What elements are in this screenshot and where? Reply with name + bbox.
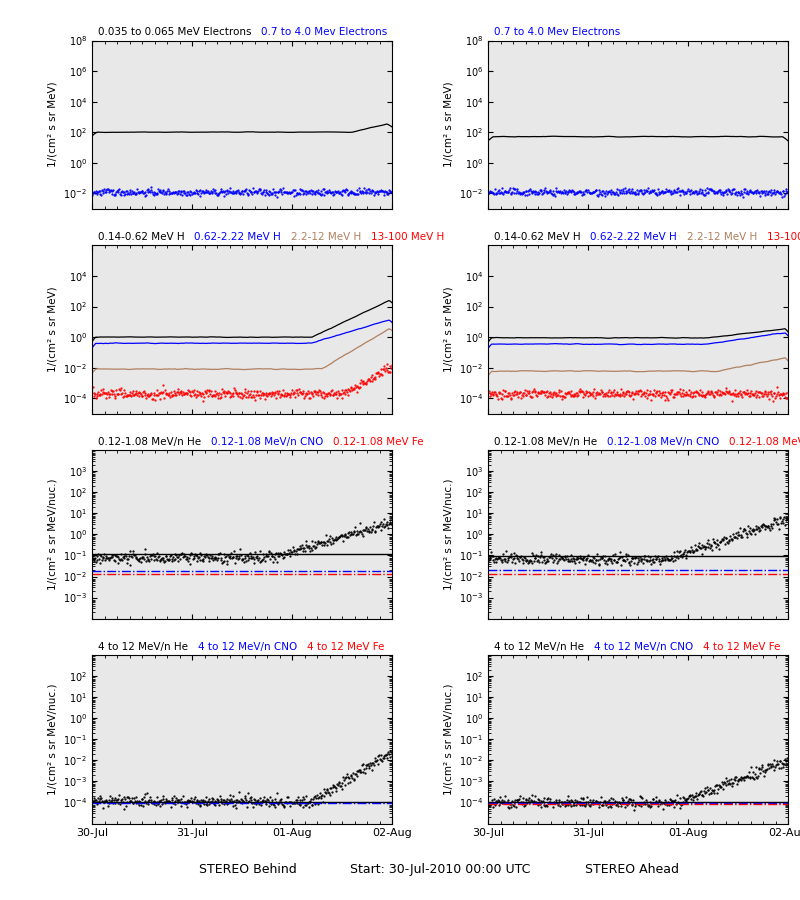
Y-axis label: 1/(cm² s sr MeV/nuc.): 1/(cm² s sr MeV/nuc.) [47,479,58,590]
Text: 2.2-12 MeV H: 2.2-12 MeV H [687,232,767,242]
Text: 0.12-1.08 MeV/n He: 0.12-1.08 MeV/n He [98,437,211,447]
Text: 0.7 to 4.0 Mev Electrons: 0.7 to 4.0 Mev Electrons [262,27,387,37]
Y-axis label: 1/(cm² s sr MeV): 1/(cm² s sr MeV) [47,287,58,373]
Text: 4 to 12 MeV/n He: 4 to 12 MeV/n He [98,642,198,652]
Y-axis label: 1/(cm² s sr MeV/nuc.): 1/(cm² s sr MeV/nuc.) [443,684,454,796]
Text: STEREO Behind: STEREO Behind [199,863,297,876]
Y-axis label: 1/(cm² s sr MeV): 1/(cm² s sr MeV) [443,287,454,373]
Text: 0.12-1.08 MeV/n He: 0.12-1.08 MeV/n He [494,437,607,447]
Y-axis label: 1/(cm² s sr MeV): 1/(cm² s sr MeV) [48,82,58,167]
Text: 4 to 12 MeV Fe: 4 to 12 MeV Fe [306,642,384,652]
Text: 0.62-2.22 MeV H: 0.62-2.22 MeV H [590,232,687,242]
Text: 0.14-0.62 MeV H: 0.14-0.62 MeV H [98,232,194,242]
Y-axis label: 1/(cm² s sr MeV/nuc.): 1/(cm² s sr MeV/nuc.) [443,479,454,590]
Text: 2.2-12 MeV H: 2.2-12 MeV H [291,232,371,242]
Text: 0.12-1.08 MeV Fe: 0.12-1.08 MeV Fe [729,437,800,447]
Text: STEREO Ahead: STEREO Ahead [585,863,679,876]
Text: 0.12-1.08 MeV/n CNO: 0.12-1.08 MeV/n CNO [211,437,333,447]
Text: 0.12-1.08 MeV Fe: 0.12-1.08 MeV Fe [333,437,423,447]
Text: 13-100 MeV H: 13-100 MeV H [767,232,800,242]
Text: 4 to 12 MeV/n CNO: 4 to 12 MeV/n CNO [594,642,702,652]
Text: 0.62-2.22 MeV H: 0.62-2.22 MeV H [194,232,291,242]
Text: 0.7 to 4.0 Mev Electrons: 0.7 to 4.0 Mev Electrons [494,27,620,37]
Text: 4 to 12 MeV/n CNO: 4 to 12 MeV/n CNO [198,642,306,652]
Text: 4 to 12 MeV Fe: 4 to 12 MeV Fe [702,642,780,652]
Text: 0.12-1.08 MeV/n CNO: 0.12-1.08 MeV/n CNO [607,437,729,447]
Text: 4 to 12 MeV/n He: 4 to 12 MeV/n He [494,642,594,652]
Text: Start: 30-Jul-2010 00:00 UTC: Start: 30-Jul-2010 00:00 UTC [350,863,530,876]
Text: 13-100 MeV H: 13-100 MeV H [371,232,444,242]
Text: 0.14-0.62 MeV H: 0.14-0.62 MeV H [494,232,590,242]
Text: 0.035 to 0.065 MeV Electrons: 0.035 to 0.065 MeV Electrons [98,27,262,37]
Y-axis label: 1/(cm² s sr MeV/nuc.): 1/(cm² s sr MeV/nuc.) [47,684,58,796]
Y-axis label: 1/(cm² s sr MeV): 1/(cm² s sr MeV) [444,82,454,167]
